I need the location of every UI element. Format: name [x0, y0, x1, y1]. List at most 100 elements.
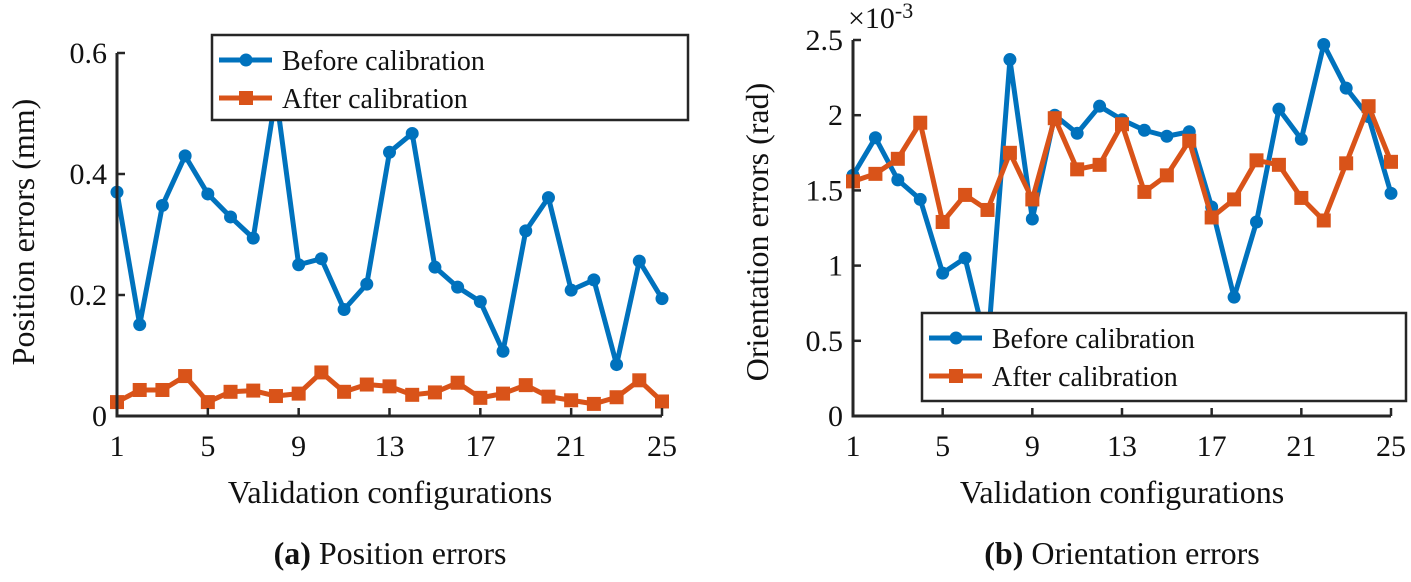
data-point — [1384, 154, 1398, 169]
data-point — [314, 252, 328, 266]
data-point — [1159, 168, 1174, 183]
multiplier-base: ×10 — [848, 2, 895, 35]
data-point — [450, 375, 465, 390]
x-tick-label: 1 — [110, 430, 125, 463]
series-line-before — [114, 91, 665, 368]
data-point — [980, 202, 995, 217]
data-point — [655, 394, 669, 409]
data-point — [564, 393, 579, 408]
panel-label: (b) — [984, 535, 1023, 571]
data-point — [1339, 156, 1354, 171]
legend-marker-square — [949, 369, 963, 383]
data-point — [496, 344, 510, 358]
data-point — [292, 258, 306, 272]
data-point — [496, 386, 511, 401]
data-point — [1250, 215, 1263, 229]
x-tick-label: 13 — [1107, 430, 1137, 463]
data-point — [223, 384, 238, 399]
x-tick-label: 17 — [1197, 430, 1227, 463]
legend-label: Before calibration — [282, 46, 485, 77]
x-tick-label: 5 — [200, 430, 215, 463]
data-point — [1070, 126, 1084, 140]
data-point — [382, 379, 397, 394]
data-point — [958, 187, 973, 202]
data-point — [1093, 99, 1107, 113]
x-tick-label: 1 — [846, 430, 861, 463]
data-point — [541, 389, 556, 404]
data-point — [473, 295, 487, 309]
legend-label: After calibration — [282, 84, 468, 115]
legend: Before calibration After calibration — [920, 311, 1408, 403]
x-tick-label: 13 — [375, 430, 405, 463]
x-tick-label: 25 — [647, 430, 677, 463]
data-point — [1361, 99, 1376, 114]
data-point — [913, 115, 928, 130]
data-point — [132, 382, 147, 397]
legend-marker-square — [239, 91, 253, 105]
legend-item: Before calibration — [219, 46, 485, 77]
y-tick-label: 1.5 — [806, 174, 844, 207]
series-line-before — [850, 42, 1394, 353]
data-point — [936, 266, 950, 280]
data-point — [610, 358, 624, 372]
legend-box — [920, 311, 1408, 403]
data-point — [337, 384, 352, 399]
data-point — [291, 386, 306, 401]
data-point — [1227, 192, 1242, 207]
legend-item: After calibration — [219, 84, 468, 115]
data-point — [1025, 192, 1040, 207]
data-point — [200, 395, 215, 410]
legend-item: Before calibration — [929, 324, 1195, 355]
plot-area — [846, 38, 1398, 357]
data-point — [473, 390, 488, 405]
x-tick-label: 21 — [556, 430, 586, 463]
legend-marker-circle — [239, 53, 253, 67]
x-axis-label: Validation configurations — [960, 474, 1284, 510]
data-point — [632, 254, 646, 268]
y-tick-label: 0.6 — [70, 37, 108, 70]
y-tick-label: 0 — [828, 400, 843, 433]
data-point — [518, 378, 533, 393]
legend-item: After calibration — [929, 362, 1178, 393]
data-point — [1204, 210, 1219, 225]
data-point — [383, 145, 396, 159]
data-point — [1137, 184, 1152, 199]
data-point — [1294, 132, 1308, 146]
legend-marker-circle — [949, 331, 963, 345]
axes: 0 0.5 1 1.5 2 2.5 1 5 9 13 17 21 25 — [806, 24, 1407, 463]
data-point — [609, 390, 624, 405]
data-point — [891, 173, 905, 187]
legend-label: Before calibration — [992, 324, 1195, 355]
data-point — [1339, 81, 1353, 95]
data-point — [1002, 145, 1017, 160]
data-point — [1137, 123, 1151, 137]
data-point — [1316, 213, 1331, 228]
y-axis-multiplier: ×10-3 — [848, 0, 913, 35]
data-point — [541, 191, 555, 205]
data-point — [1384, 186, 1398, 200]
data-point — [268, 389, 283, 404]
data-point — [360, 277, 374, 291]
data-point — [1025, 212, 1039, 226]
data-point — [1047, 111, 1062, 126]
position-errors-chart: 0 0.2 0.4 0.6 1 5 9 13 17 21 25 Position errors (m… — [5, 33, 690, 571]
data-point — [868, 166, 883, 181]
data-point — [587, 273, 601, 287]
data-point — [201, 187, 215, 201]
data-point — [314, 365, 329, 380]
multiplier-exponent: -3 — [895, 0, 913, 23]
y-tick-label: 0.2 — [70, 279, 108, 312]
data-point — [1294, 190, 1309, 205]
data-point — [1227, 290, 1241, 304]
legend: Before calibration After calibration — [210, 33, 690, 122]
x-tick-label: 9 — [1025, 430, 1040, 463]
x-tick-label: 21 — [1286, 430, 1316, 463]
x-tick-label: 5 — [935, 430, 950, 463]
y-tick-label: 2.5 — [806, 24, 844, 57]
data-point — [1160, 129, 1174, 143]
legend-box — [210, 33, 690, 122]
caption-text: Orientation errors — [1031, 535, 1259, 571]
data-point — [890, 151, 905, 166]
data-point — [586, 396, 601, 411]
axes: 0 0.2 0.4 0.6 1 5 9 13 17 21 25 — [70, 37, 678, 463]
